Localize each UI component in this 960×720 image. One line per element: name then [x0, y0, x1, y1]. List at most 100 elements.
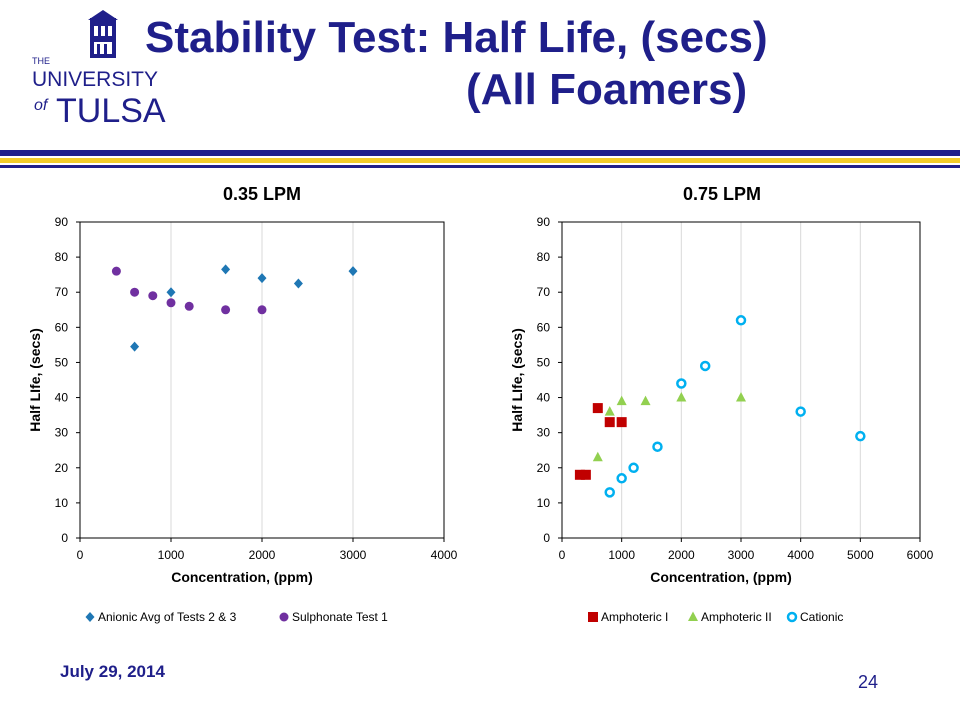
- y-tick-label: 10: [537, 496, 551, 510]
- legend-marker: [279, 612, 289, 622]
- x-axis-label: Concentration, (ppm): [171, 569, 313, 585]
- x-tick-label: 5000: [847, 548, 874, 562]
- data-point: [676, 392, 687, 402]
- data-point: [592, 451, 603, 462]
- x-tick-label: 0: [77, 548, 84, 562]
- data-point: [348, 266, 358, 277]
- data-point: [130, 287, 140, 297]
- y-tick-label: 0: [61, 531, 68, 545]
- chart-0-75-lpm: 0.75 LPM 0 10 20 30 40 50 60 70 80 90 0 1000 2000 3000…: [509, 184, 934, 624]
- slide-title: Stability Test: Half Life, (secs) (All F…: [140, 12, 840, 116]
- data-point: [616, 417, 627, 428]
- data-point: [257, 273, 267, 284]
- university-logo: THE UNIVERSITY of TULSA: [30, 10, 180, 130]
- legend-label: Anionic Avg of Tests 2 & 3: [98, 610, 237, 624]
- data-point: [592, 403, 603, 414]
- chart-0-35-lpm: 0.35 LPM 0 10 20 30 40 50 60 70 80 90 0 1000 2000 3000…: [27, 184, 458, 624]
- series-1: [111, 266, 267, 315]
- y-tick-label: 90: [55, 215, 69, 229]
- logo-of: of: [34, 97, 49, 114]
- data-point: [699, 360, 711, 372]
- y-tick-label: 40: [537, 391, 551, 405]
- chart-title: 0.75 LPM: [683, 184, 761, 204]
- series-0: [130, 264, 358, 352]
- x-tick-label: 4000: [787, 548, 814, 562]
- logo-the: THE: [32, 56, 50, 66]
- legend-marker: [786, 611, 798, 623]
- page-number: 24: [858, 672, 879, 692]
- logo-university: UNIVERSITY: [32, 68, 158, 91]
- legend-marker: [588, 612, 598, 622]
- legend-label: Cationic: [800, 610, 843, 624]
- y-tick-label: 60: [55, 320, 69, 334]
- data-point: [676, 378, 687, 389]
- x-tick-label: 3000: [340, 548, 367, 562]
- y-tick-label: 20: [55, 461, 69, 475]
- data-point: [735, 315, 747, 326]
- y-tick-label: 50: [55, 355, 69, 369]
- series-0: [574, 403, 627, 480]
- x-tick-label: 1000: [158, 548, 185, 562]
- data-point: [640, 395, 651, 406]
- title-line-2: (All Foamers): [466, 65, 748, 114]
- data-point: [604, 487, 615, 498]
- data-point: [855, 430, 866, 442]
- university-tower-icon: [88, 10, 118, 58]
- data-point: [166, 287, 176, 298]
- chart-title: 0.35 LPM: [223, 184, 301, 204]
- data-point: [148, 291, 158, 301]
- y-tick-label: 70: [537, 285, 551, 299]
- data-point: [616, 473, 627, 484]
- data-point: [616, 395, 627, 406]
- data-point: [166, 298, 176, 308]
- y-tick-label: 10: [55, 496, 69, 510]
- data-point: [604, 406, 615, 416]
- data-point: [795, 406, 806, 417]
- logo-tulsa: TULSA: [56, 92, 166, 130]
- data-point: [580, 469, 591, 480]
- y-tick-label: 40: [55, 391, 69, 405]
- x-axis-label: Concentration, (ppm): [650, 569, 792, 585]
- header-rule-gold: [0, 158, 960, 163]
- slide-date: July 29, 2014: [60, 662, 165, 681]
- y-tick-label: 30: [537, 426, 551, 440]
- data-point: [628, 462, 639, 474]
- y-tick-label: 70: [55, 285, 69, 299]
- x-tick-label: 2000: [249, 548, 276, 562]
- data-point: [257, 305, 267, 315]
- y-tick-label: 60: [537, 320, 551, 334]
- y-tick-label: 0: [543, 531, 550, 545]
- y-axis-label: Half LIfe, (secs): [27, 328, 43, 431]
- x-tick-label: 3000: [728, 548, 755, 562]
- y-axis-label: Half LIfe, (secs): [509, 328, 525, 431]
- y-tick-label: 50: [537, 355, 551, 369]
- data-point: [293, 278, 303, 289]
- title-line-1: Stability Test: Half Life, (secs): [145, 13, 768, 62]
- series-2: [604, 315, 866, 498]
- data-point: [604, 417, 615, 428]
- series-1: [592, 392, 746, 462]
- x-tick-label: 1000: [608, 548, 635, 562]
- legend-label: Amphoteric I: [601, 610, 668, 624]
- data-point: [574, 469, 585, 480]
- x-tick-label: 0: [559, 548, 566, 562]
- data-point: [111, 266, 121, 276]
- header-rule-blue-bottom: [0, 165, 960, 168]
- x-tick-label: 6000: [907, 548, 934, 562]
- data-point: [652, 441, 663, 452]
- legend-label: Sulphonate Test 1: [292, 610, 388, 624]
- y-tick-label: 80: [55, 250, 69, 264]
- x-tick-label: 4000: [431, 548, 458, 562]
- data-point: [736, 392, 746, 402]
- data-point: [221, 264, 231, 275]
- legend-marker: [85, 612, 95, 622]
- header-rule-blue-top: [0, 150, 960, 156]
- data-point: [221, 305, 231, 315]
- x-tick-label: 2000: [668, 548, 695, 562]
- legend-marker: [688, 611, 698, 621]
- y-tick-label: 20: [537, 461, 551, 475]
- legend-label: Amphoteric II: [701, 610, 772, 624]
- y-tick-label: 80: [537, 250, 551, 264]
- y-tick-label: 30: [55, 426, 69, 440]
